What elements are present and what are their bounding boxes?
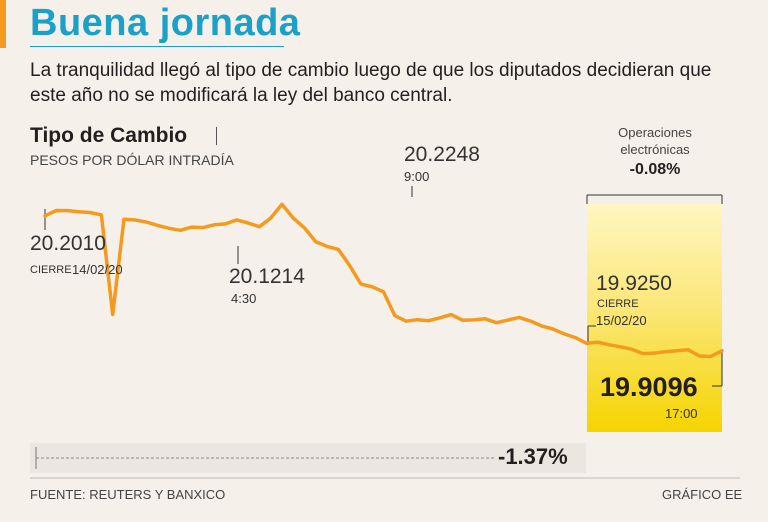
- data-point: [552, 328, 554, 330]
- data-point: [168, 227, 170, 229]
- data-point: [179, 229, 181, 231]
- data-point: [202, 227, 204, 229]
- data-point: [236, 219, 238, 221]
- data-point: [100, 214, 102, 216]
- data-point: [112, 313, 114, 316]
- open-date-label: 14/02/20: [72, 262, 123, 277]
- data-point: [574, 337, 576, 339]
- data-point: [55, 209, 57, 212]
- electronic-operations-highlight: [587, 204, 722, 432]
- close-label: CIERRE: [597, 298, 639, 310]
- high-value-label: 20.2248: [404, 143, 480, 166]
- source-label: FUENTE: REUTERS Y BANXICO: [30, 487, 226, 502]
- data-point: [44, 215, 46, 217]
- data-point: [439, 317, 441, 319]
- data-point: [676, 350, 678, 352]
- data-point: [597, 341, 599, 343]
- accent-bar: [0, 0, 6, 48]
- data-point: [258, 226, 260, 228]
- data-point: [721, 350, 723, 352]
- open-close-label: CIERRE: [30, 264, 72, 276]
- data-point: [394, 315, 396, 317]
- data-point: [349, 264, 351, 267]
- data-point: [586, 342, 588, 344]
- close-date-label: 15/02/20: [596, 313, 647, 328]
- data-point: [224, 223, 227, 225]
- data-point: [518, 316, 520, 318]
- data-point: [687, 349, 689, 351]
- data-point: [710, 355, 712, 358]
- high-time-label: 9:00: [404, 169, 430, 184]
- data-point: [642, 353, 644, 355]
- data-point: [315, 241, 317, 243]
- chart-title: Tipo de Cambio: [30, 124, 188, 147]
- open-value-label: 20.2010: [30, 232, 106, 255]
- electronic-operations-title-line1: Operaciones: [618, 125, 692, 140]
- data-point: [450, 314, 452, 316]
- data-point: [473, 319, 475, 321]
- low-value-label: 20.1214: [229, 265, 305, 288]
- title-underline: [30, 46, 284, 47]
- data-point: [619, 346, 622, 348]
- data-point: [213, 224, 215, 226]
- chart-subtitle: PESOS POR DÓLAR INTRADÍA: [30, 152, 234, 168]
- data-point: [698, 355, 701, 357]
- data-points: [44, 203, 723, 358]
- final-value-label: 19.9096: [600, 372, 698, 402]
- page-subtitle: La tranquilidad llegó al tipo de cambio …: [30, 60, 712, 106]
- data-point: [653, 352, 655, 354]
- data-point: [78, 211, 80, 213]
- data-point: [371, 286, 373, 288]
- data-point: [540, 325, 543, 327]
- low-time-label: 4:30: [231, 291, 257, 306]
- data-point: [281, 203, 283, 205]
- data-point: [326, 245, 328, 247]
- data-point: [67, 210, 69, 212]
- electronic-operations-change: -0.08%: [629, 161, 681, 178]
- data-point: [191, 226, 193, 228]
- electronic-operations-title-line2: electrónicas: [620, 142, 690, 157]
- data-point: [495, 322, 497, 324]
- data-point: [134, 219, 136, 221]
- data-point: [416, 319, 418, 321]
- data-point: [360, 283, 362, 285]
- data-point: [123, 218, 125, 220]
- data-point: [563, 333, 565, 335]
- data-point: [665, 351, 667, 353]
- data-point: [337, 248, 339, 250]
- total-change-label: -1.37%: [498, 444, 568, 469]
- data-point: [247, 222, 249, 224]
- data-point: [428, 320, 430, 322]
- data-point: [270, 217, 272, 219]
- data-point: [146, 221, 148, 223]
- data-point: [631, 348, 633, 350]
- data-point: [89, 211, 91, 214]
- data-point: [529, 320, 531, 322]
- data-point: [507, 319, 509, 321]
- data-point: [484, 318, 486, 320]
- data-point: [382, 291, 385, 293]
- data-point: [461, 319, 464, 321]
- close-value-label: 19.9250: [596, 272, 672, 295]
- data-point: [405, 320, 407, 322]
- data-point: [157, 224, 159, 227]
- data-point: [303, 227, 306, 229]
- page-title: Buena jornada: [30, 2, 301, 44]
- data-point: [608, 344, 610, 346]
- electronic-operations-title: Operaciones electrónicas: [585, 124, 725, 158]
- chart-title-divider: [216, 127, 217, 145]
- data-point: [292, 217, 294, 219]
- credit-label: GRÁFICO EE: [662, 487, 743, 502]
- final-time-label: 17:00: [665, 406, 698, 421]
